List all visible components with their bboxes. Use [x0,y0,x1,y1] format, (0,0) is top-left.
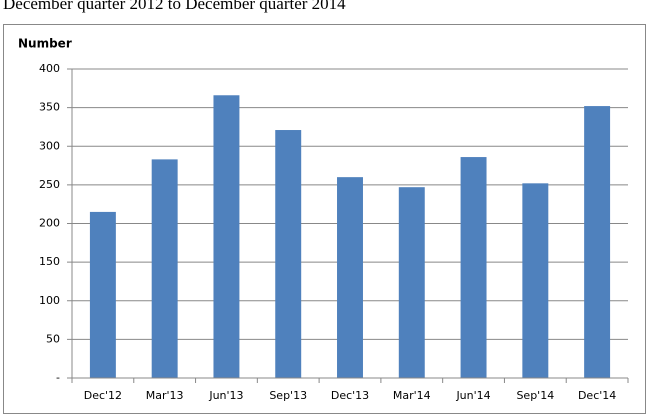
bar [398,187,425,378]
y-tick-label: 100 [39,294,60,307]
bar [522,183,549,378]
y-tick-label: 150 [39,255,60,268]
bar [151,159,178,378]
bar [275,130,302,378]
bar [337,177,363,378]
x-tick-label: Jun'13 [208,389,243,402]
y-tick-label: 50 [46,332,60,345]
y-tick-label: 350 [39,101,60,114]
bar [460,157,487,378]
bar [89,211,116,378]
x-tick-label: Sep'13 [269,389,307,402]
chart-title: December quarter 2012 to December quarte… [3,0,346,13]
x-tick-label: Dec'12 [84,389,122,402]
y-axis-label: Number [18,37,72,51]
x-tick-label: Dec'13 [331,389,369,402]
x-tick-label: Jun'14 [455,389,490,402]
x-tick-label: Mar'13 [146,389,184,402]
x-tick-label: Sep'14 [516,389,554,402]
y-tick-label: 200 [39,217,60,230]
x-tick-label: Mar'14 [393,389,431,402]
bar [584,106,611,378]
bar [213,95,240,378]
x-tick-label: Dec'14 [578,389,616,402]
y-tick-label: 250 [39,178,60,191]
y-tick-label: 300 [39,139,60,152]
y-tick-label: 400 [39,62,60,75]
y-tick-label: - [56,371,60,384]
